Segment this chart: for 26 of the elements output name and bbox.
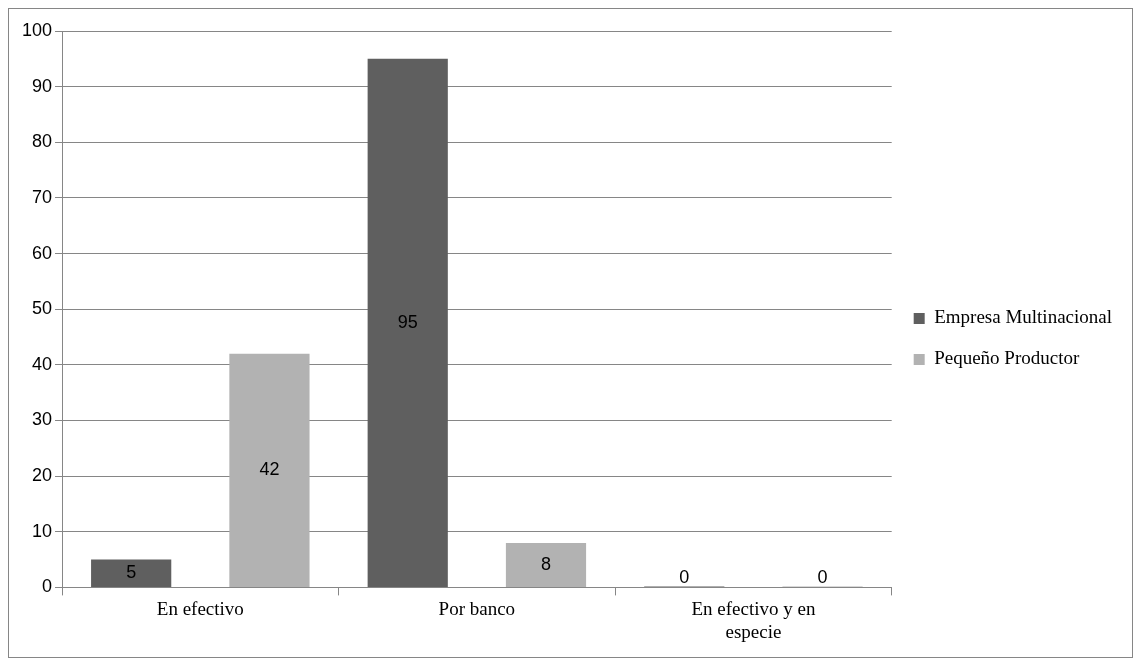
y-tick-label: 80 (32, 131, 53, 152)
y-tick-label: 100 (21, 19, 53, 40)
y-tick-label: 10 (32, 520, 53, 541)
y-tick-label: 30 (32, 409, 53, 430)
x-tick-label: Por banco (438, 597, 516, 619)
bar (367, 58, 448, 587)
bar (91, 559, 172, 587)
y-tick-label: 20 (32, 465, 53, 486)
x-tick-label: En efectivo (156, 597, 244, 619)
legend-label: Empresa Multinacional (934, 306, 1112, 328)
y-tick-label: 40 (32, 353, 53, 374)
y-tick-label: 50 (32, 298, 53, 319)
data-label: 95 (397, 311, 418, 332)
y-tick-label: 0 (42, 576, 53, 597)
y-tick-label: 70 (32, 186, 53, 207)
legend-label: Pequeño Productor (934, 347, 1080, 369)
y-tick-label: 60 (32, 242, 53, 263)
data-label: 0 (817, 566, 828, 587)
y-tick-label: 90 (32, 75, 53, 96)
bar (229, 353, 310, 587)
data-label: 8 (540, 553, 552, 574)
data-label: 0 (679, 566, 690, 587)
x-tick-label: En efectivo y en especie (691, 597, 816, 642)
data-label: 5 (126, 562, 137, 583)
data-label: 42 (259, 459, 280, 480)
bar (505, 542, 587, 587)
